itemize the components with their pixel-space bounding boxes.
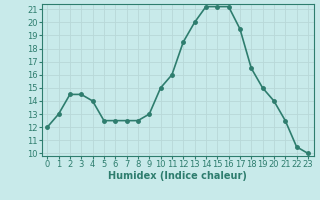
X-axis label: Humidex (Indice chaleur): Humidex (Indice chaleur) [108, 171, 247, 181]
